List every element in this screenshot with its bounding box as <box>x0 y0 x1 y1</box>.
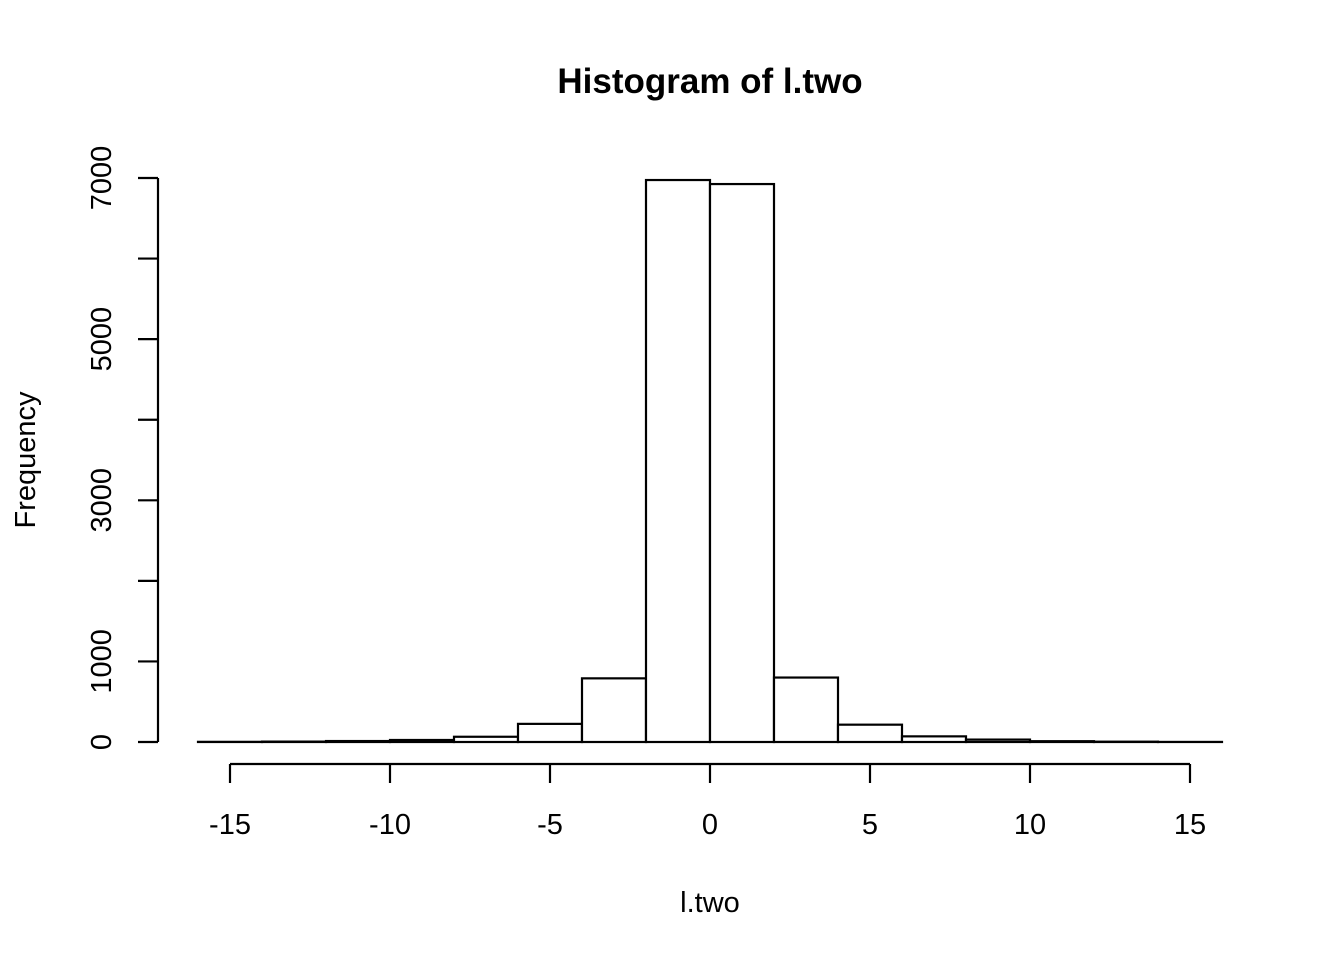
y-tick-label: 0 <box>86 734 118 750</box>
x-tick-label: -5 <box>537 809 563 841</box>
x-tick-label: 10 <box>1014 809 1046 841</box>
y-tick-label: 1000 <box>86 629 118 694</box>
histogram-bar <box>836 723 904 744</box>
histogram-bar <box>580 677 648 744</box>
x-tick-label: 0 <box>702 809 718 841</box>
histogram-bar <box>644 178 712 744</box>
histogram-bar <box>452 735 520 744</box>
y-tick-label: 7000 <box>86 146 118 211</box>
x-tick-label: 15 <box>1174 809 1206 841</box>
y-tick-label: 3000 <box>86 468 118 533</box>
y-axis: 0 1000 3000 5000 7000 <box>86 146 160 750</box>
histogram-bar <box>324 739 392 744</box>
histogram-bar <box>772 676 840 744</box>
histogram-bar <box>964 738 1032 744</box>
x-tick-label: -15 <box>209 809 251 841</box>
histogram-bar <box>388 738 456 744</box>
histogram-bars <box>196 178 1224 744</box>
x-axis: -15 -10 -5 0 5 10 15 <box>209 762 1206 841</box>
histogram-bar <box>516 722 584 744</box>
x-tick-label: -10 <box>369 809 411 841</box>
chart-title: Histogram of l.two <box>557 62 862 101</box>
histogram-bar <box>1028 740 1096 744</box>
histogram-bar <box>900 735 968 744</box>
histogram-bar <box>708 182 776 744</box>
y-axis-label: Frequency <box>10 391 42 529</box>
y-tick-label: 5000 <box>86 307 118 372</box>
x-tick-label: 5 <box>862 809 878 841</box>
x-axis-label: l.two <box>680 887 740 919</box>
